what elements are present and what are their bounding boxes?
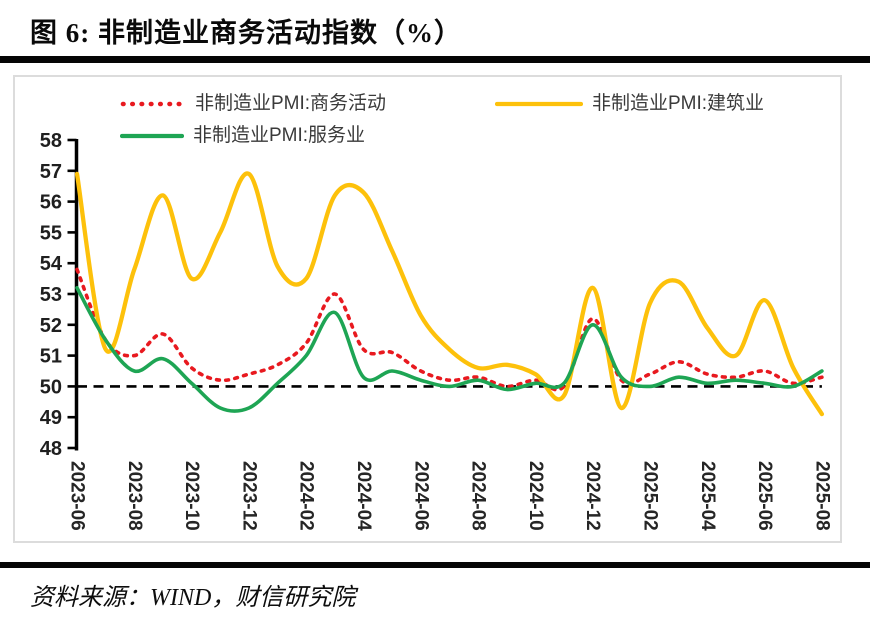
svg-text:2025-08: 2025-08 <box>811 461 832 531</box>
svg-text:2023-10: 2023-10 <box>181 461 202 531</box>
svg-text:57: 57 <box>40 161 62 183</box>
svg-text:2024-10: 2024-10 <box>525 461 546 531</box>
legend-swatch-business-activity-icon <box>120 101 186 107</box>
legend-label-business-activity: 非制造业PMI:商务活动 <box>195 93 387 114</box>
legend-item-construction: 非制造业PMI:建筑业 <box>495 93 764 115</box>
footer-divider <box>0 562 870 568</box>
svg-text:2023-12: 2023-12 <box>238 461 259 531</box>
svg-text:2024-12: 2024-12 <box>582 461 603 531</box>
svg-text:2025-04: 2025-04 <box>697 461 718 531</box>
source-note: 资料来源：WIND，财信研究院 <box>30 585 356 611</box>
svg-text:55: 55 <box>40 222 62 244</box>
svg-text:48: 48 <box>40 438 62 460</box>
svg-text:58: 58 <box>40 130 62 152</box>
svg-text:2023-08: 2023-08 <box>124 461 145 531</box>
svg-text:56: 56 <box>40 192 62 214</box>
svg-text:2025-06: 2025-06 <box>754 461 775 531</box>
svg-text:2024-02: 2024-02 <box>296 461 317 531</box>
svg-text:51: 51 <box>40 346 62 368</box>
svg-text:54: 54 <box>40 253 63 275</box>
svg-text:52: 52 <box>40 315 62 337</box>
legend-item-business-activity: 非制造业PMI:商务活动 <box>120 93 386 115</box>
svg-text:50: 50 <box>40 376 62 398</box>
legend-swatch-services-icon <box>120 133 184 139</box>
svg-text:2024-08: 2024-08 <box>468 461 489 531</box>
legend-item-services: 非制造业PMI:服务业 <box>120 125 365 147</box>
svg-text:49: 49 <box>40 407 62 429</box>
svg-text:2024-04: 2024-04 <box>353 461 374 531</box>
svg-text:53: 53 <box>40 284 62 306</box>
svg-text:2025-02: 2025-02 <box>640 461 661 531</box>
title-divider <box>0 56 870 63</box>
svg-text:2023-06: 2023-06 <box>67 461 88 531</box>
svg-text:2024-06: 2024-06 <box>410 461 431 531</box>
line-chart-plot: 48 49 50 51 52 53 54 55 56 57 58 2023-06 2023-08 2023… <box>15 77 840 546</box>
figure-title: 图 6: 非制造业商务活动指数（%） <box>30 18 462 48</box>
legend-label-services: 非制造业PMI:服务业 <box>193 125 366 146</box>
legend-swatch-construction-icon <box>495 101 583 107</box>
legend-label-construction: 非制造业PMI:建筑业 <box>592 93 765 114</box>
chart-container: 非制造业PMI:商务活动 非制造业PMI:建筑业 非制造业PMI:服务业 48 4… <box>13 75 842 543</box>
